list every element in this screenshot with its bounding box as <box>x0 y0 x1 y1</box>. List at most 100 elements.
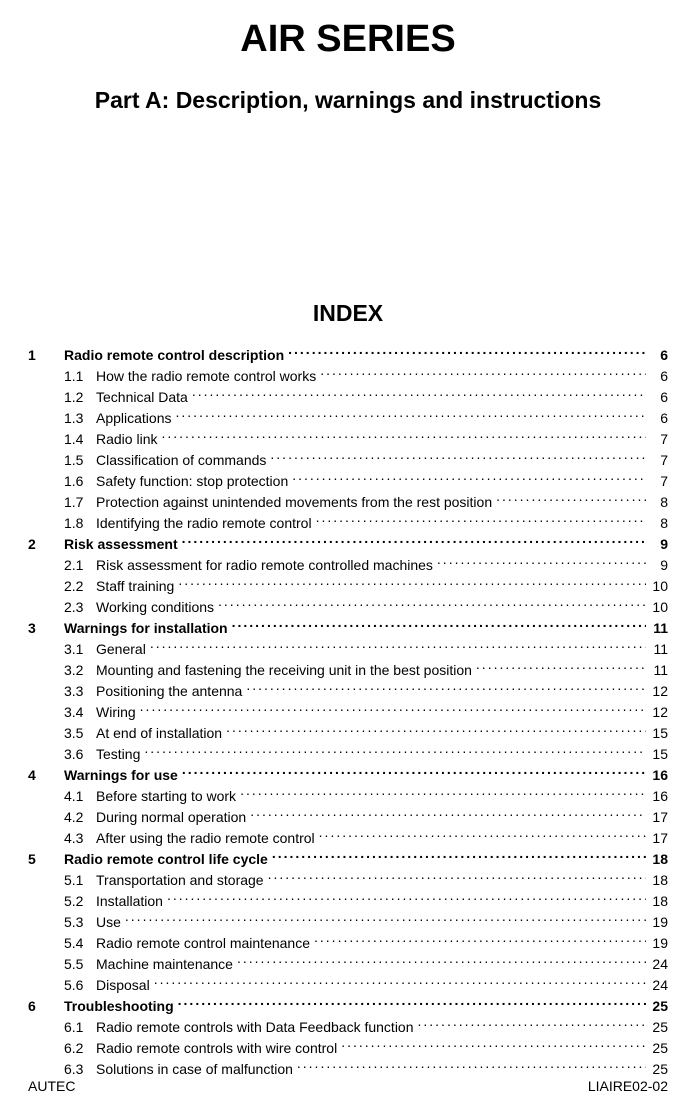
toc-entry-title: Installation <box>96 891 167 912</box>
toc-subsection-row: 6.1Radio remote controls with Data Feedb… <box>28 1017 668 1038</box>
toc-page-number: 12 <box>646 681 668 702</box>
toc-leader-dots <box>250 808 646 822</box>
toc-page-number: 7 <box>646 471 668 492</box>
toc-subsection-row: 2.2Staff training 10 <box>28 576 668 597</box>
toc-subsection-number: 6.2 <box>64 1038 96 1059</box>
toc-leader-dots <box>140 703 646 717</box>
toc-leader-dots <box>341 1039 646 1053</box>
toc-subsection-row: 4.2During normal operation 17 <box>28 807 668 828</box>
toc-subsection-number: 2.3 <box>64 597 96 618</box>
toc-leader-dots <box>125 913 646 927</box>
toc-subsection-number: 5.4 <box>64 933 96 954</box>
toc-leader-dots <box>272 850 646 864</box>
toc-page-number: 6 <box>646 408 668 429</box>
toc-subsection-row: 3.5At end of installation 15 <box>28 723 668 744</box>
toc-page-number: 8 <box>646 492 668 513</box>
toc-section-number: 3 <box>28 618 64 639</box>
toc-page-number: 9 <box>646 534 668 555</box>
toc-section-number: 4 <box>28 765 64 786</box>
toc-page-number: 7 <box>646 429 668 450</box>
toc-subsection-number: 6.3 <box>64 1059 96 1080</box>
toc-entry-title: Radio remote control maintenance <box>96 933 314 954</box>
toc-entry-title: Risk assessment <box>64 534 182 555</box>
toc-entry-title: During normal operation <box>96 807 250 828</box>
toc-page-number: 6 <box>646 366 668 387</box>
toc-leader-dots <box>476 661 646 675</box>
toc-subsection-row: 2.1Risk assessment for radio remote cont… <box>28 555 668 576</box>
toc-subsection-row: 5.4Radio remote control maintenance 19 <box>28 933 668 954</box>
toc-entry-title: Use <box>96 912 125 933</box>
toc-page-number: 12 <box>646 702 668 723</box>
toc-subsection-number: 4.2 <box>64 807 96 828</box>
toc-leader-dots <box>144 745 646 759</box>
toc-subsection-number: 1.8 <box>64 513 96 534</box>
toc-subsection-row: 4.1Before starting to work 16 <box>28 786 668 807</box>
toc-leader-dots <box>218 598 646 612</box>
toc-subsection-number: 3.6 <box>64 744 96 765</box>
toc-leader-dots <box>167 892 646 906</box>
toc-subsection-number: 5.6 <box>64 975 96 996</box>
toc-entry-title: How the radio remote control works <box>96 366 320 387</box>
toc-entry-title: Radio remote control description <box>64 345 288 366</box>
toc-subsection-number: 3.3 <box>64 681 96 702</box>
toc-leader-dots <box>178 997 646 1011</box>
table-of-contents: 1Radio remote control description 61.1Ho… <box>28 345 668 1080</box>
toc-subsection-number: 5.3 <box>64 912 96 933</box>
toc-section-row: 6Troubleshooting 25 <box>28 996 668 1017</box>
toc-subsection-row: 1.7Protection against unintended movemen… <box>28 492 668 513</box>
index-heading: INDEX <box>28 300 668 327</box>
toc-section-row: 5Radio remote control life cycle 18 <box>28 849 668 870</box>
toc-subsection-number: 5.5 <box>64 954 96 975</box>
toc-page-number: 19 <box>646 912 668 933</box>
toc-page-number: 16 <box>646 786 668 807</box>
toc-leader-dots <box>320 367 646 381</box>
toc-entry-title: Staff training <box>96 576 178 597</box>
toc-page-number: 11 <box>646 639 668 660</box>
toc-entry-title: Troubleshooting <box>64 996 178 1017</box>
toc-entry-title: Working conditions <box>96 597 218 618</box>
toc-subsection-row: 5.5Machine maintenance 24 <box>28 954 668 975</box>
toc-subsection-number: 1.6 <box>64 471 96 492</box>
toc-subsection-number: 1.3 <box>64 408 96 429</box>
toc-leader-dots <box>154 976 646 990</box>
toc-subsection-number: 2.2 <box>64 576 96 597</box>
toc-page-number: 17 <box>646 807 668 828</box>
toc-subsection-row: 4.3After using the radio remote control … <box>28 828 668 849</box>
toc-entry-title: Radio remote control life cycle <box>64 849 272 870</box>
toc-section-number: 2 <box>28 534 64 555</box>
toc-subsection-number: 5.2 <box>64 891 96 912</box>
toc-entry-title: Radio remote controls with wire control <box>96 1038 341 1059</box>
toc-subsection-number: 6.1 <box>64 1017 96 1038</box>
toc-entry-title: General <box>96 639 150 660</box>
toc-leader-dots <box>237 955 646 969</box>
toc-page-number: 24 <box>646 954 668 975</box>
toc-page-number: 16 <box>646 765 668 786</box>
toc-entry-title: Positioning the antenna <box>96 681 246 702</box>
toc-entry-title: Warnings for installation <box>64 618 232 639</box>
toc-leader-dots <box>418 1018 647 1032</box>
footer-right: LIAIRE02-02 <box>588 1078 668 1094</box>
toc-entry-title: Disposal <box>96 975 154 996</box>
footer-left: AUTEC <box>28 1078 75 1094</box>
toc-leader-dots <box>314 934 646 948</box>
toc-leader-dots <box>182 535 646 549</box>
toc-leader-dots <box>226 724 646 738</box>
toc-leader-dots <box>268 871 646 885</box>
toc-entry-title: At end of installation <box>96 723 226 744</box>
toc-page-number: 19 <box>646 933 668 954</box>
toc-subsection-number: 3.4 <box>64 702 96 723</box>
toc-leader-dots <box>319 829 646 843</box>
toc-entry-title: Transportation and storage <box>96 870 268 891</box>
toc-page-number: 25 <box>646 996 668 1017</box>
toc-entry-title: Radio link <box>96 429 161 450</box>
toc-subsection-number: 3.2 <box>64 660 96 681</box>
toc-section-number: 1 <box>28 345 64 366</box>
toc-subsection-number: 1.4 <box>64 429 96 450</box>
toc-subsection-row: 1.3Applications 6 <box>28 408 668 429</box>
toc-entry-title: Machine maintenance <box>96 954 237 975</box>
document-subtitle: Part A: Description, warnings and instru… <box>28 87 668 114</box>
toc-leader-dots <box>292 472 646 486</box>
toc-subsection-row: 3.1General 11 <box>28 639 668 660</box>
toc-page-number: 25 <box>646 1017 668 1038</box>
toc-subsection-row: 3.2Mounting and fastening the receiving … <box>28 660 668 681</box>
